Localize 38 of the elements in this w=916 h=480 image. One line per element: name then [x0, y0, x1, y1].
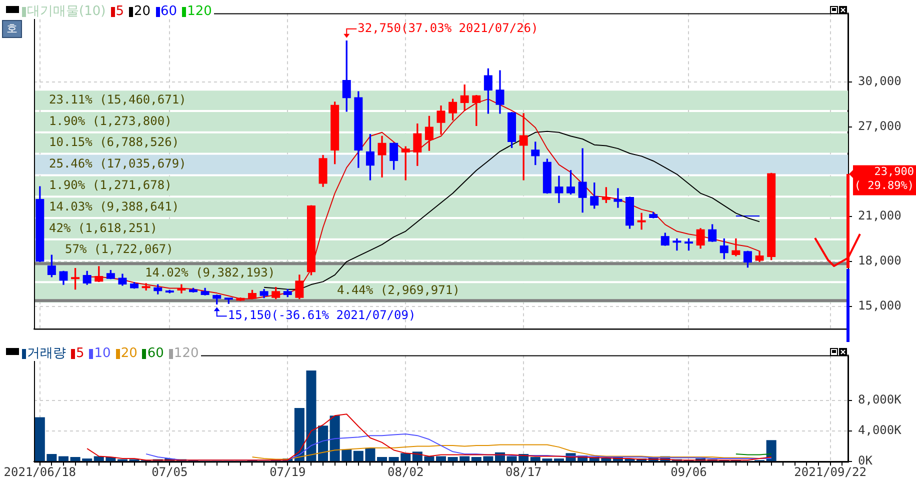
- y-tick-label: 21,000: [858, 208, 902, 223]
- band-label: 14.02% (9,382,193): [145, 266, 276, 280]
- y-tick-label: 30,000: [858, 74, 902, 88]
- x-tick-label: 08/02: [388, 464, 424, 479]
- legend-label: 120: [174, 346, 199, 361]
- legend-title: 대기매물(10): [27, 4, 106, 19]
- legend-label: 5: [76, 346, 84, 361]
- legend-label: 10: [94, 346, 111, 361]
- legend-label: 5: [116, 4, 124, 19]
- annotation: 15,150(-36.61% 2021/07/09): [228, 308, 416, 322]
- y-tick-label: 4,000K: [858, 423, 902, 438]
- y-tick-label: 27,000: [858, 119, 902, 133]
- x-tick-label: 08/17: [506, 464, 542, 479]
- band-label: 1.90% (1,271,678): [49, 178, 172, 192]
- y-tick-label: 15,000: [858, 298, 902, 312]
- legend-label: 20: [120, 346, 138, 361]
- text: 23,900 ( 29.89%): [854, 165, 914, 192]
- band-label: 25.46% (17,035,679): [49, 156, 186, 171]
- legend-label: 60: [160, 4, 178, 19]
- band-label: 1.90% (1,273,800): [49, 114, 172, 128]
- y-tick-label: 18,000: [858, 254, 902, 268]
- band-label: 42% (1,618,251): [49, 220, 158, 235]
- x-tick-label: 2021/06/18: [4, 464, 76, 479]
- text: 호: [2, 20, 22, 38]
- band-label: 4.44% (2,969,971): [337, 282, 460, 297]
- legend-label: 60: [147, 346, 164, 361]
- band-label: 14.03% (9,388,641): [49, 199, 180, 214]
- y-tick-label: 8,000K: [858, 392, 902, 406]
- x-tick-label: 09/06: [670, 464, 707, 479]
- x-tick-label: 07/19: [270, 464, 306, 479]
- legend-label: 거래량: [27, 346, 66, 361]
- annotation: 32,750(37.03% 2021/07/26): [358, 20, 538, 35]
- band-label: 57% (1,722,067): [65, 242, 174, 256]
- x-tick-label: 07/05: [152, 464, 188, 479]
- legend-label: 20: [134, 4, 151, 19]
- legend-label: 120: [187, 4, 212, 19]
- band-label: 10.15% (6,788,526): [49, 135, 180, 150]
- band-label: 23.11% (15,460,671): [49, 92, 186, 106]
